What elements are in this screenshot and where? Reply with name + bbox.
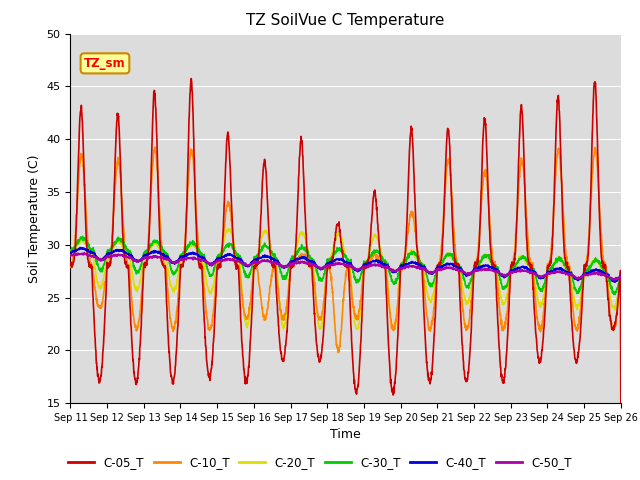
Y-axis label: Soil Temperature (C): Soil Temperature (C) [28,154,41,283]
X-axis label: Time: Time [330,429,361,442]
Legend: C-05_T, C-10_T, C-20_T, C-30_T, C-40_T, C-50_T: C-05_T, C-10_T, C-20_T, C-30_T, C-40_T, … [64,452,576,474]
Text: TZ_sm: TZ_sm [84,57,126,70]
Title: TZ SoilVue C Temperature: TZ SoilVue C Temperature [246,13,445,28]
